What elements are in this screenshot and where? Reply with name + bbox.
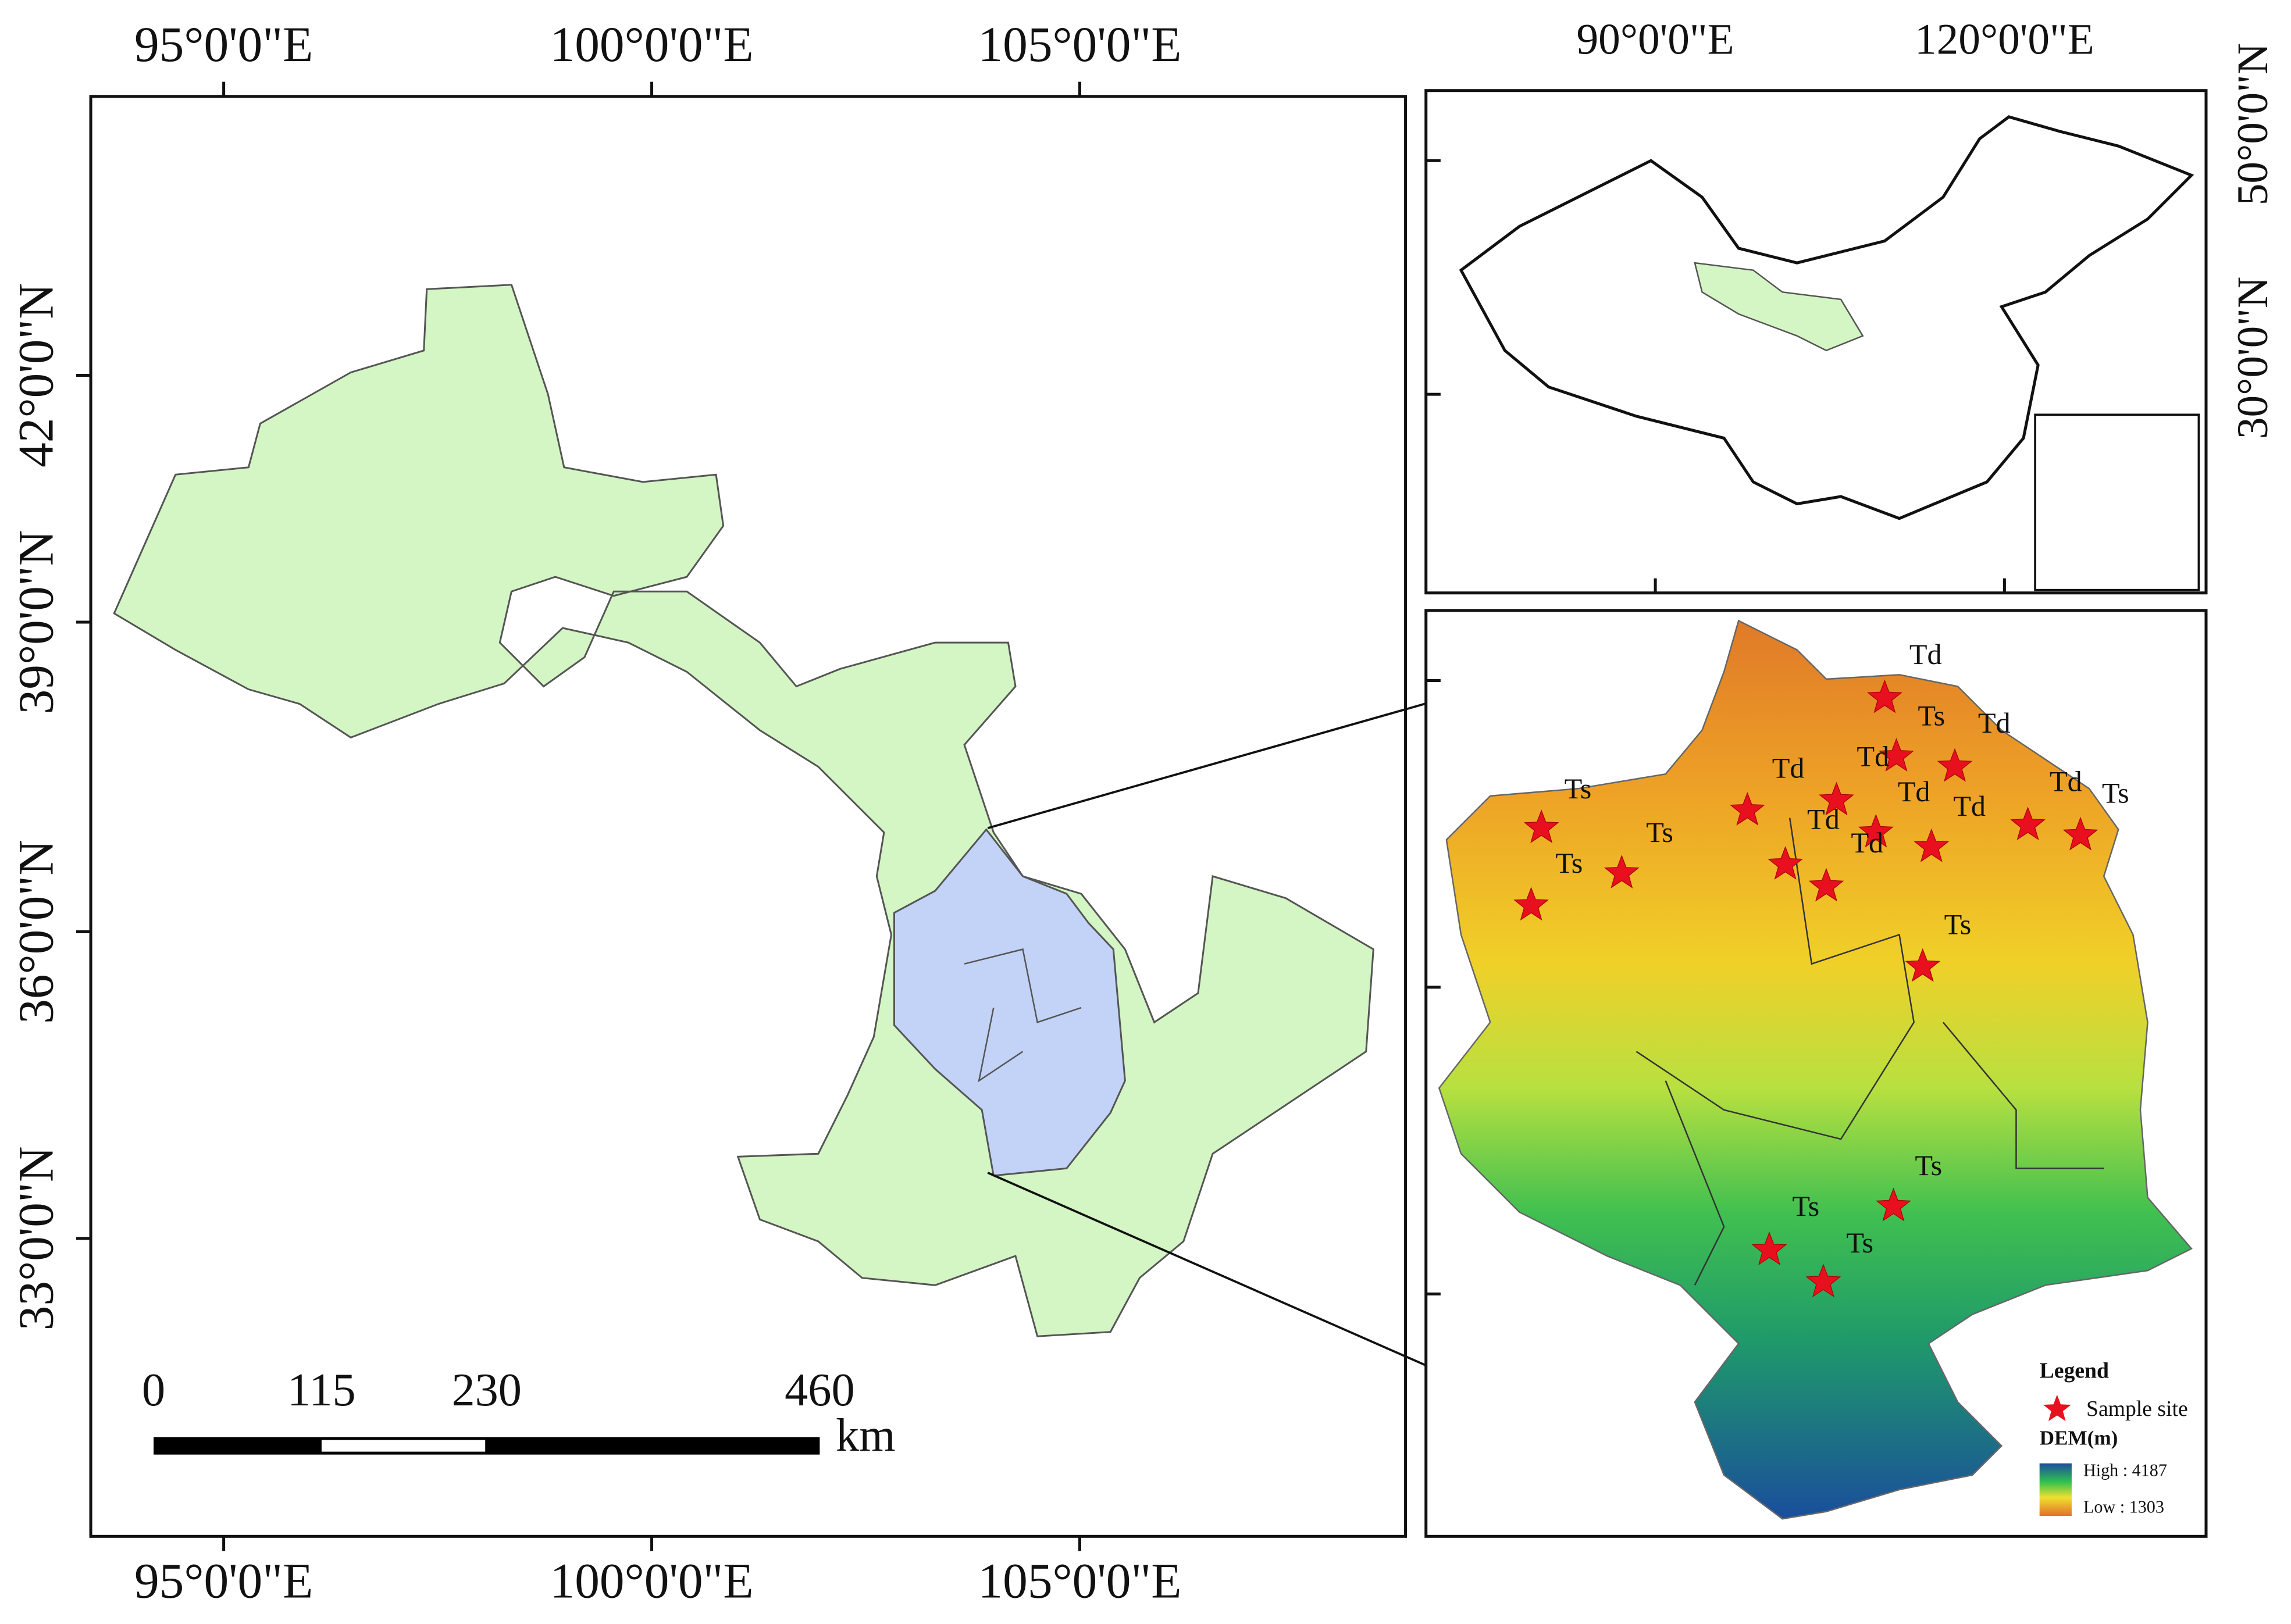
scale-label: 115 [287,1364,356,1416]
sample-site [1751,1232,1787,1265]
sample-site [1914,828,1950,862]
legend-ramp [2039,1463,2072,1516]
legend-label: Sample site [2086,1397,2188,1421]
coord-label: 120°0'0"E [1915,16,2094,64]
sample-site [1937,748,1973,782]
coord-label: 90°0'0"E [1576,16,1734,64]
coord-label: 39°0'0"N [9,530,63,715]
site-label: Ts [1792,1190,1819,1222]
province [113,284,1374,1337]
coord-label: 33°0'0"N [9,1147,63,1331]
sample-site [1808,868,1844,902]
site-label: Ts [1556,847,1583,879]
coord-label: 100°0'0"E [550,1554,754,1608]
sample-site [1604,855,1640,888]
boundaries [964,948,1082,1083]
sample-site [1523,809,1559,843]
sample-site [1819,781,1854,816]
legend-marker [2043,1394,2071,1422]
legend-title: Legend [2040,1359,2109,1383]
coord-label: 105°0'0"E [978,17,1181,72]
coord-label: 105°0'0"E [978,1554,1181,1608]
coord-label: 95°0'0"E [134,1554,313,1608]
coord-label: 95°0'0"E [134,17,313,72]
legend-label: High : 4187 [2083,1461,2167,1480]
site-label: Ts [1846,1226,1873,1259]
site-label: Td [1953,790,1986,822]
sample-site [1858,813,1894,848]
scale-unit: km [836,1409,896,1461]
site-label: Ts [1565,772,1592,805]
scale-bar [154,1437,820,1455]
sample-site [2062,816,2098,851]
inset-province [1694,262,1864,352]
site-label: Td [1851,826,1883,859]
dem-area [1438,619,2193,1520]
legend-label: DEM(m) [2040,1427,2118,1450]
site-label: Td [1807,803,1840,836]
study-area [893,828,1126,1177]
site-label: Ts [1646,816,1673,848]
sample-site [1876,1187,1911,1222]
sample-site [1729,792,1765,826]
site-label: Ts [1915,1149,1942,1182]
sample-site [1513,887,1549,921]
sample-site [1768,846,1803,880]
legend-label: Low : 1303 [2083,1497,2164,1516]
coord-label: 50°0'0"N [2229,43,2277,206]
sample-site [2010,806,2046,840]
site-label: Ts [1918,699,1945,731]
coord-label: 100°0'0"E [550,17,754,72]
coord-label: 36°0'0"N [9,840,63,1024]
scale-label: 460 [785,1364,855,1416]
sample-site [1879,738,1914,772]
sample-site [1905,948,1941,982]
site-label: Td [1978,706,2011,739]
site-label: Td [1857,740,1889,773]
site-label: Td [1898,775,1930,808]
sample-site [1805,1263,1841,1298]
coord-label: 30°0'0"N [2229,277,2277,440]
sample-site [1867,679,1902,713]
site-label: Td [1909,638,1942,670]
sea-inset [2034,413,2200,591]
scale-bar [321,1440,486,1452]
scale-label: 0 [142,1364,165,1416]
scale-label: 230 [451,1364,522,1416]
site-label: Ts [2102,776,2129,809]
boundaries [1636,818,2104,1286]
site-label: Td [1772,752,1805,784]
site-label: Ts [1944,908,1972,940]
site-label: Td [2050,765,2082,797]
coord-label: 42°0'0"N [9,283,63,467]
main-frame [89,95,1408,1538]
